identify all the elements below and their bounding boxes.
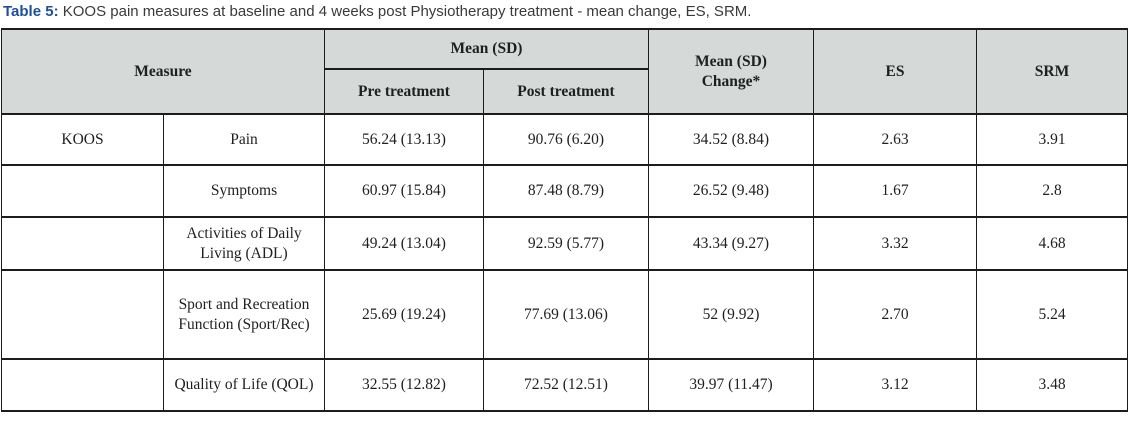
table-caption-label: Table 5: [3,3,59,20]
cell-post: 87.48 (8.79) [483,164,649,218]
header-mean-sd-change: Mean (SD) Change* [648,28,814,115]
header-mean-sd: Mean (SD) [324,28,649,70]
header-post-treatment: Post treatment [483,68,649,115]
header-row-top: Measure Mean (SD) Mean (SD) Change* ES S… [1,28,1128,115]
header-row-sub: Pre treatment Post treatment [2,68,1128,115]
table-row-symptoms: Symptoms 60.97 (15.84) 87.48 (8.79) 26.5… [1,164,1128,218]
cell-change: 34.52 (8.84) [648,113,814,166]
cell-measure: Pain [163,113,325,166]
cell-group [1,358,164,412]
cell-change: 39.97 (11.47) [648,358,814,412]
table-row-sport-rec: Sport and Recreation Function (Sport/Rec… [1,269,1128,360]
cell-change: 26.52 (9.48) [648,164,814,218]
cell-srm: 5.24 [976,269,1128,360]
cell-srm: 3.91 [976,113,1128,166]
cell-change: 52 (9.92) [648,269,814,360]
cell-srm: 4.68 [976,216,1128,271]
cell-group [1,269,164,360]
cell-group [1,216,164,271]
table-caption: Table 5: KOOS pain measures at baseline … [0,0,1128,28]
cell-post: 92.59 (5.77) [483,216,649,271]
cell-measure: Activities of Daily Living (ADL) [163,216,325,271]
cell-pre: 25.69 (19.24) [324,269,484,360]
table-row-pain: KOOS Pain 56.24 (13.13) 90.76 (6.20) 34.… [1,113,1128,166]
cell-srm: 2.8 [976,164,1128,218]
table-caption-text: KOOS pain measures at baseline and 4 wee… [58,3,752,20]
cell-post: 77.69 (13.06) [483,269,649,360]
cell-post: 90.76 (6.20) [483,113,649,166]
cell-group [1,164,164,218]
cell-pre: 56.24 (13.13) [324,113,484,166]
header-srm: SRM [976,28,1128,115]
cell-es: 3.12 [813,358,977,412]
cell-pre: 32.55 (12.82) [324,358,484,412]
header-es: ES [813,28,977,115]
cell-es: 3.32 [813,216,977,271]
koos-results-table: Measure Mean (SD) Mean (SD) Change* ES S… [1,28,1128,412]
cell-es: 1.67 [813,164,977,218]
header-pre-treatment: Pre treatment [324,68,484,115]
cell-measure: Sport and Recreation Function (Sport/Rec… [163,269,325,360]
cell-measure: Quality of Life (QOL) [163,358,325,412]
table-row-adl: Activities of Daily Living (ADL) 49.24 (… [1,216,1128,271]
cell-es: 2.63 [813,113,977,166]
cell-srm: 3.48 [976,358,1128,412]
cell-group: KOOS [1,113,164,166]
header-measure: Measure [1,28,325,115]
cell-es: 2.70 [813,269,977,360]
cell-pre: 49.24 (13.04) [324,216,484,271]
cell-pre: 60.97 (15.84) [324,164,484,218]
cell-change: 43.34 (9.27) [648,216,814,271]
cell-post: 72.52 (12.51) [483,358,649,412]
cell-measure: Symptoms [163,164,325,218]
table-row-qol: Quality of Life (QOL) 32.55 (12.82) 72.5… [1,358,1128,412]
